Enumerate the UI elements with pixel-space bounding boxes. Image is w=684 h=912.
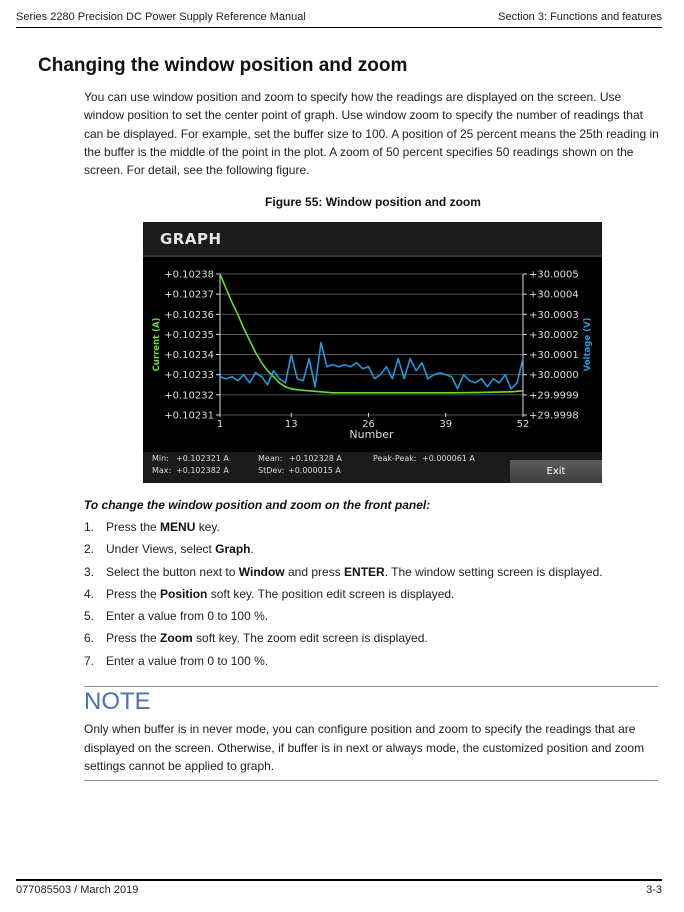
y-tick-label: +0.10238 bbox=[164, 270, 214, 281]
procedure-step: 2. Under Views, select Graph. bbox=[84, 542, 254, 557]
procedure-step: 3. Select the button next to Window and p… bbox=[84, 564, 603, 579]
stat-min-value: +0.102321 A bbox=[176, 454, 229, 463]
x-tick-label: 1 bbox=[217, 419, 223, 430]
x-tick-label: 26 bbox=[362, 419, 375, 430]
x-tick-label: 39 bbox=[439, 419, 452, 430]
y2-tick-label: +30.0005 bbox=[529, 270, 579, 281]
footer-rule bbox=[16, 879, 662, 881]
y2-tick-label: +30.0003 bbox=[529, 310, 579, 321]
x-tick-label: 13 bbox=[285, 419, 298, 430]
y-tick-label: +0.10237 bbox=[164, 290, 214, 301]
note-title: NOTE bbox=[84, 688, 151, 715]
procedure-step: 7. Enter a value from 0 to 100 %. bbox=[84, 653, 269, 668]
procedure-step: 5. Enter a value from 0 to 100 %. bbox=[84, 609, 269, 624]
section-title: Changing the window position and zoom bbox=[38, 55, 408, 76]
y2-tick-label: +30.0002 bbox=[529, 330, 579, 341]
y2-tick-label: +30.0004 bbox=[529, 290, 579, 301]
footer-page-number: 3-3 bbox=[646, 884, 662, 896]
stat-max-value: +0.102382 A bbox=[176, 466, 229, 475]
note-rule-bottom bbox=[84, 780, 658, 781]
y-tick-label: +0.10232 bbox=[164, 390, 214, 401]
voltage-series-line bbox=[219, 341, 524, 390]
stat-stdev-value: +0.000015 A bbox=[288, 466, 341, 475]
header-section-title: Section 3: Functions and features bbox=[498, 11, 662, 23]
procedure-steps: 1. Press the MENU key. 2. Under Views, sel… bbox=[84, 520, 662, 676]
stat-stdev-label: StDev: bbox=[258, 466, 285, 475]
y-tick-label: +0.10235 bbox=[164, 330, 214, 341]
stat-max-label: Max: bbox=[152, 466, 172, 475]
x-axis-label: Number bbox=[349, 428, 394, 441]
stat-mean-value: +0.102328 A bbox=[289, 454, 342, 463]
note-rule-top bbox=[84, 686, 658, 687]
screen-title: GRAPH bbox=[160, 230, 222, 248]
y-axis-label-current: Current (A) bbox=[152, 317, 162, 371]
page-header: Series 2280 Precision DC Power Supply Re… bbox=[16, 11, 662, 27]
y2-tick-label: +29.9999 bbox=[529, 390, 579, 401]
procedure-title: To change the window position and zoom o… bbox=[84, 498, 431, 512]
y-tick-label: +0.10234 bbox=[164, 350, 214, 361]
y-axis-label-voltage: Voltage (V) bbox=[583, 317, 593, 371]
exit-button[interactable]: Exit bbox=[510, 460, 602, 483]
procedure-step: 4. Press the Position soft key. The posit… bbox=[84, 586, 455, 601]
stat-min-label: Min: bbox=[152, 454, 169, 463]
header-manual-title: Series 2280 Precision DC Power Supply Re… bbox=[16, 11, 306, 23]
stat-peakpeak-label: Peak-Peak: bbox=[373, 454, 417, 463]
instrument-screen: +0.10238 +30.0005 +0.10237 +30.0004 +0.10236… bbox=[143, 222, 602, 483]
stat-peakpeak-value: +0.000061 A bbox=[422, 454, 475, 463]
x-tick-label: 52 bbox=[517, 419, 530, 430]
intro-paragraph: You can use window position and zoom to … bbox=[84, 90, 659, 178]
current-series-line bbox=[219, 273, 524, 394]
stat-mean-label: Mean: bbox=[258, 454, 283, 463]
y2-tick-label: +30.0000 bbox=[529, 370, 579, 381]
y-tick-label: +0.10231 bbox=[164, 411, 214, 422]
note-text: Only when buffer is in never mode, you c… bbox=[84, 722, 645, 773]
y2-tick-label: +29.9998 bbox=[529, 411, 579, 422]
header-rule bbox=[16, 27, 662, 28]
procedure-step: 1. Press the MENU key. bbox=[84, 520, 220, 534]
y2-tick-label: +30.0001 bbox=[529, 350, 579, 361]
graph-chart: +0.10238 +30.0005 +0.10237 +30.0004 +0.10236… bbox=[143, 255, 602, 452]
procedure-step: 6. Press the Zoom soft key. The zoom edit… bbox=[84, 631, 428, 646]
y-tick-label: +0.10233 bbox=[164, 370, 214, 381]
footer-doc-number: 077085503 / March 2019 bbox=[16, 884, 139, 896]
y-tick-label: +0.10236 bbox=[164, 310, 214, 321]
figure-caption: Figure 55: Window position and zoom bbox=[265, 195, 481, 209]
